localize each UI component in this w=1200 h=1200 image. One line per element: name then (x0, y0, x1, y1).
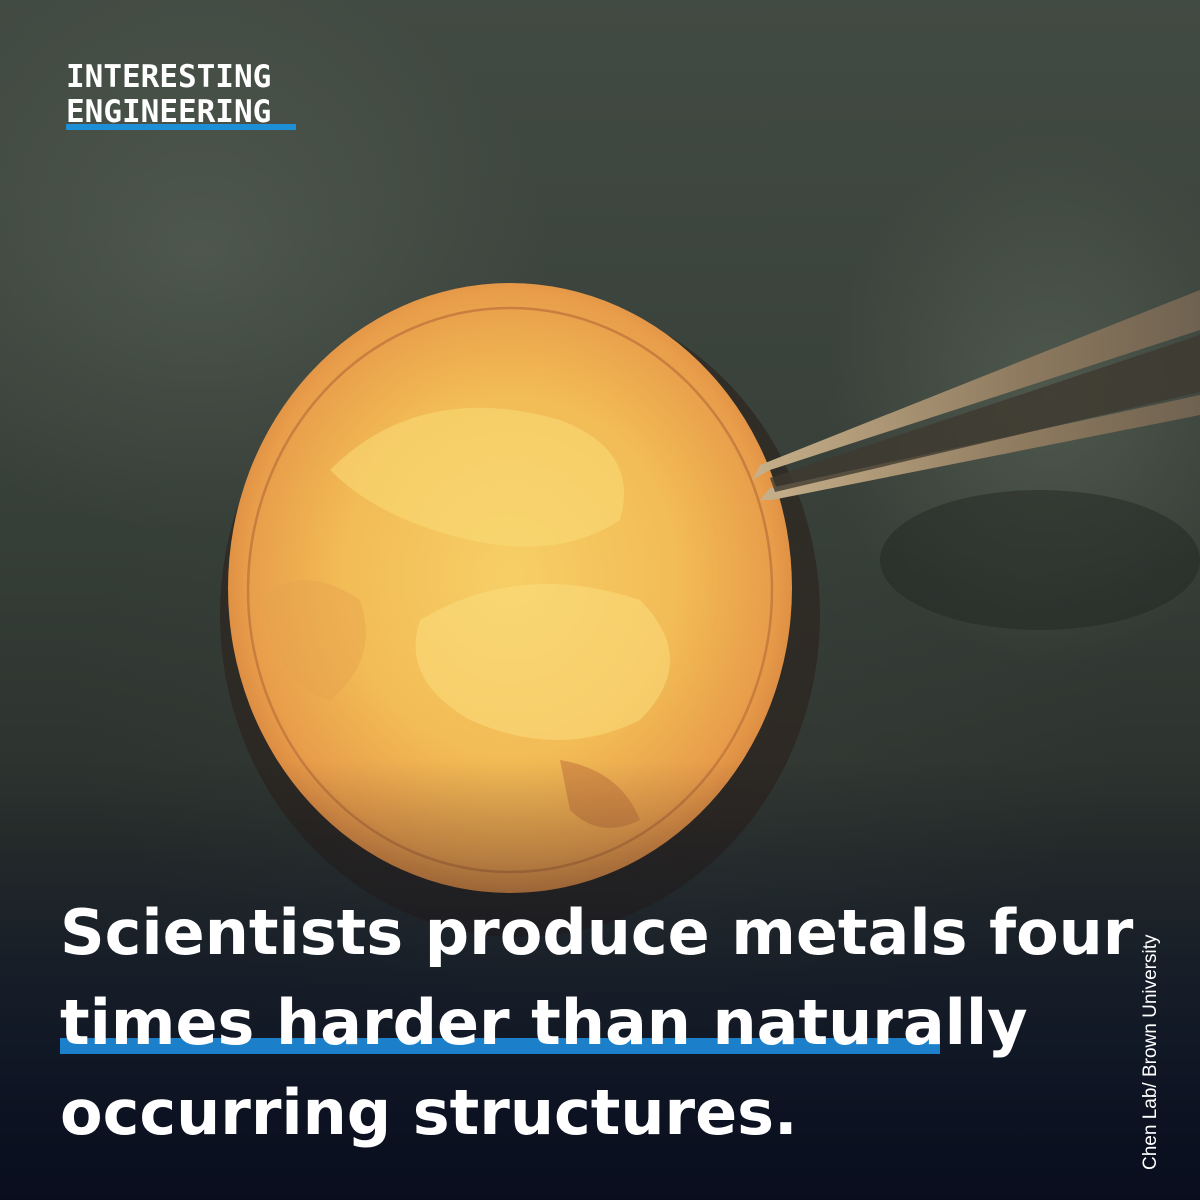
headline-line-2: times harder than naturally (60, 986, 1028, 1059)
headline: Scientists produce metals four times har… (60, 888, 1134, 1158)
headline-line-2-wrapper: times harder than naturally (60, 978, 1080, 1068)
headline-line-3: occurring structures. (60, 1076, 798, 1149)
logo-underline (66, 124, 296, 130)
photo-credit: Chen Lab/ Brown University (1140, 934, 1161, 1171)
logo-line-1: INTERESTING (66, 59, 272, 95)
tweezers (752, 290, 1200, 500)
logo-line-2: ENGINEERING (66, 94, 272, 130)
headline-highlight-bar (60, 1038, 940, 1054)
interesting-engineering-logo: INTERESTING ENGINEERING (66, 60, 271, 130)
headline-line-1: Scientists produce metals four (60, 896, 1134, 969)
bottom-gradient-overlay (0, 760, 1200, 1200)
metal-disc (228, 283, 792, 893)
